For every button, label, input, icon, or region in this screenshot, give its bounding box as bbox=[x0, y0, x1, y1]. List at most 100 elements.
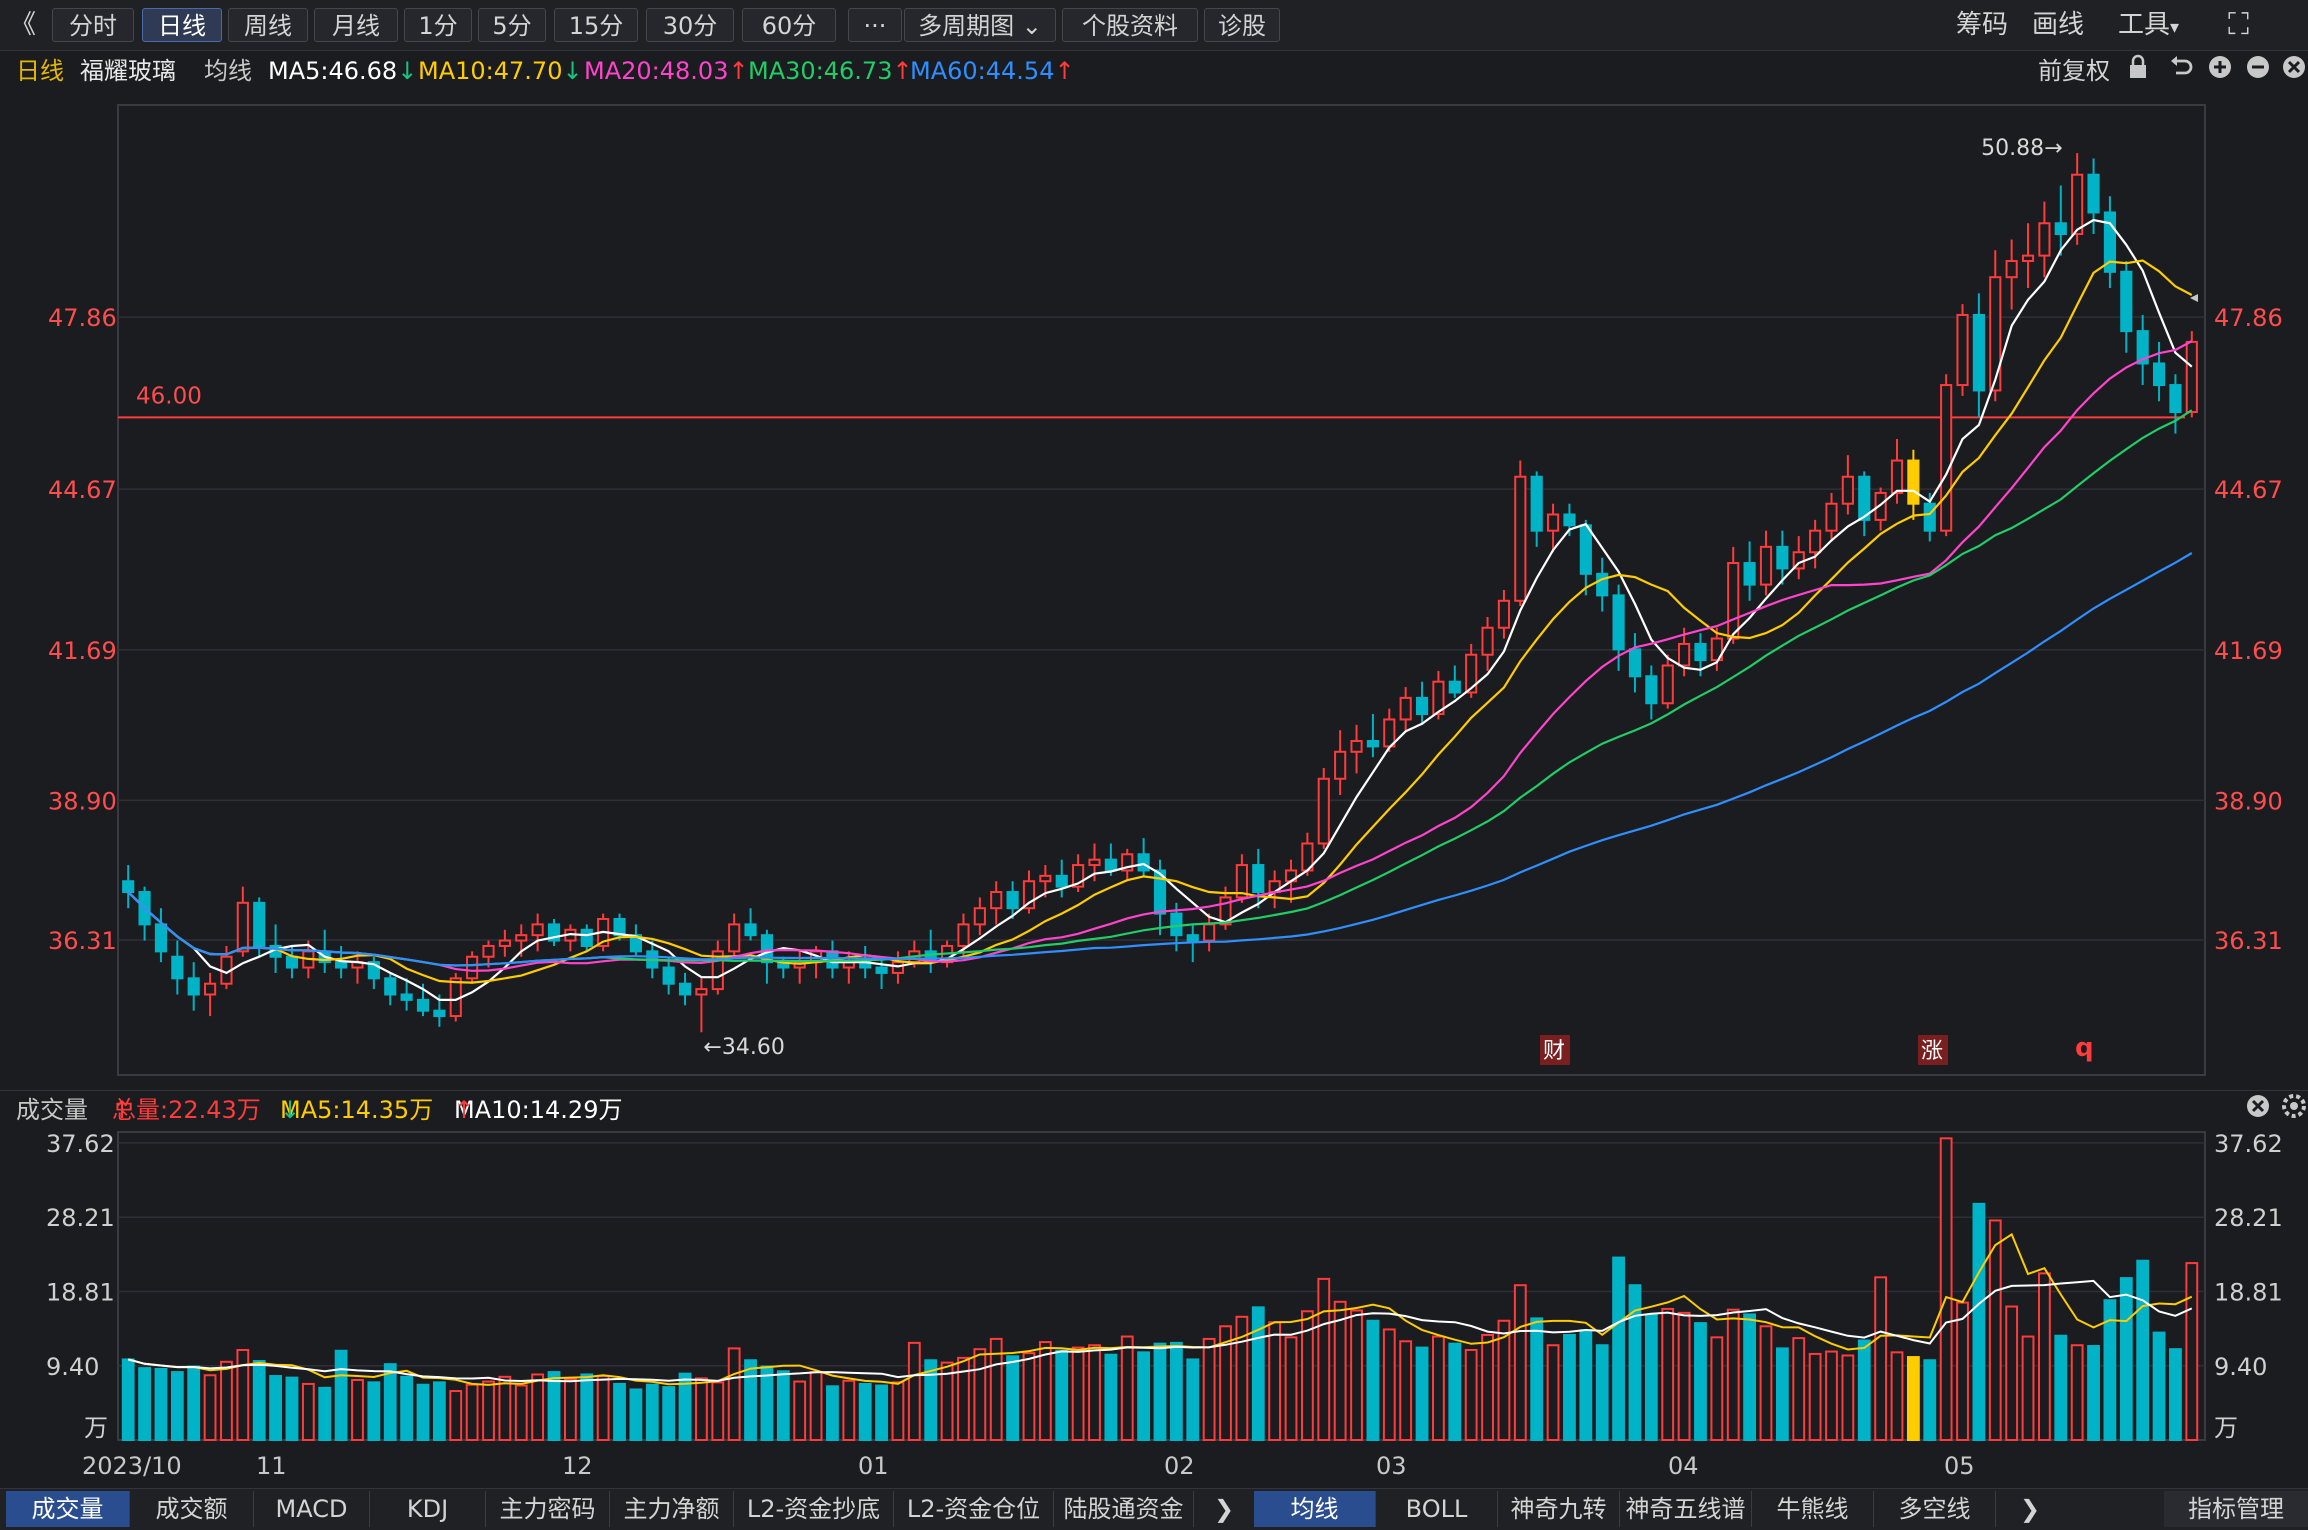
period-button[interactable]: 月线 bbox=[314, 8, 398, 42]
period-button[interactable]: 周线 bbox=[228, 8, 308, 42]
volume-bar bbox=[1006, 1355, 1020, 1442]
event-marker-bg[interactable] bbox=[1540, 1035, 1570, 1065]
ma-title[interactable]: 均线 bbox=[204, 57, 252, 85]
indicator-manage-button[interactable]: 指标管理 bbox=[2164, 1491, 2308, 1527]
candle-body bbox=[744, 923, 757, 937]
indicator-tab[interactable]: KDJ bbox=[370, 1491, 486, 1527]
lock-icon[interactable] bbox=[2126, 52, 2150, 93]
candle-body bbox=[335, 961, 348, 969]
period-button[interactable]: 30分 bbox=[646, 8, 734, 42]
volume-bar bbox=[154, 1367, 168, 1441]
overlay-tab[interactable]: 多空线 bbox=[1874, 1491, 1996, 1527]
period-button[interactable]: 15分 bbox=[554, 8, 638, 42]
zoom-in-icon[interactable] bbox=[2206, 52, 2234, 93]
indicator-tab[interactable]: 主力净额 bbox=[610, 1491, 734, 1527]
candle-body bbox=[1497, 599, 1511, 629]
volume-bar bbox=[514, 1384, 528, 1441]
volume-chart[interactable]: 37.62 37.62 28.21 28.21 18.81 18.81 9.40 9.40 万 万 bbox=[0, 1128, 2308, 1448]
overlay-tab[interactable]: 神奇九转 bbox=[1498, 1491, 1620, 1527]
period-button[interactable]: 60分 bbox=[742, 8, 836, 42]
candle-body bbox=[1759, 545, 1773, 586]
indicator-tab[interactable]: 陆股通资金 bbox=[1054, 1491, 1194, 1527]
candle-body bbox=[2185, 340, 2198, 414]
close-icon[interactable] bbox=[2280, 52, 2308, 93]
indicator-tab[interactable]: 成交量 bbox=[6, 1491, 130, 1527]
candle-body bbox=[1137, 853, 1150, 872]
adjust-mode[interactable]: 前复权 bbox=[2038, 57, 2110, 85]
candle-body bbox=[1252, 864, 1265, 894]
candle-body bbox=[1579, 524, 1592, 575]
draw-button[interactable]: 画线 bbox=[2032, 10, 2085, 40]
indicator-tab[interactable]: L2-资金仓位 bbox=[894, 1491, 1054, 1527]
candle-body bbox=[1203, 923, 1216, 942]
indicator-tab[interactable]: 成交额 bbox=[130, 1491, 254, 1527]
candle-body bbox=[122, 880, 135, 894]
candle-body bbox=[1809, 529, 1822, 554]
multi-period-button[interactable]: 多周期图 ⌄ bbox=[904, 8, 1056, 42]
candle-body bbox=[1858, 475, 1871, 521]
undo-icon[interactable] bbox=[2168, 52, 2194, 93]
volume-bar bbox=[1923, 1359, 1937, 1441]
candle-body bbox=[253, 901, 266, 947]
volume-bar bbox=[1251, 1306, 1265, 1441]
ma-legend-label: MA10:47.70 bbox=[418, 57, 563, 85]
volume-bar bbox=[1513, 1284, 1527, 1441]
volume-ma10-value: MA10:14.29万 bbox=[454, 1096, 623, 1124]
candle-body bbox=[1841, 475, 1854, 505]
indicator-tab[interactable]: 主力密码 bbox=[486, 1491, 610, 1527]
candle-body bbox=[547, 923, 561, 942]
volume-bar bbox=[1071, 1346, 1085, 1442]
candle-body bbox=[891, 961, 905, 974]
date-tick: 01 bbox=[858, 1452, 889, 1480]
overlay-tab[interactable]: 牛熊线 bbox=[1752, 1491, 1874, 1527]
candle-body bbox=[154, 923, 168, 953]
stock-profile-button[interactable]: 个股资料 bbox=[1062, 8, 1198, 42]
fullscreen-icon[interactable]: ⛶ bbox=[2228, 7, 2249, 42]
period-button[interactable]: 1分 bbox=[404, 8, 472, 42]
candle-body bbox=[957, 923, 970, 947]
candle-body bbox=[482, 944, 495, 958]
event-marker[interactable]: q bbox=[2075, 1033, 2094, 1063]
low-price-label: ←34.60 bbox=[703, 1035, 784, 1060]
overlay-tab[interactable]: 均线 bbox=[1254, 1491, 1376, 1527]
event-marker-bg[interactable] bbox=[1918, 1035, 1948, 1065]
volume-bar bbox=[318, 1386, 332, 1441]
indicator-tab[interactable]: L2-资金抄底 bbox=[734, 1491, 894, 1527]
candle-body bbox=[580, 928, 593, 947]
volume-bar bbox=[760, 1365, 774, 1441]
volume-bar bbox=[1415, 1346, 1429, 1442]
ma-legend-item: MA5:46.68↓ bbox=[268, 52, 417, 90]
tabs-left-scroll-icon[interactable]: ❯ bbox=[1213, 1495, 1235, 1523]
period-button[interactable]: 日线 bbox=[142, 8, 222, 42]
event-marker[interactable]: 涨 bbox=[1921, 1039, 1943, 1064]
more-periods-button[interactable]: ··· bbox=[848, 8, 902, 42]
tabs-right-scroll-icon[interactable]: ❯ bbox=[2019, 1495, 2041, 1523]
date-tick: 03 bbox=[1376, 1452, 1407, 1480]
period-button[interactable]: 5分 bbox=[478, 8, 546, 42]
candle-body bbox=[1710, 637, 1723, 662]
collapse-icon[interactable]: 《 bbox=[10, 10, 37, 40]
volume-bar bbox=[1120, 1335, 1134, 1442]
zoom-out-icon[interactable] bbox=[2244, 52, 2272, 93]
volume-close-icon[interactable] bbox=[2244, 1091, 2272, 1132]
candle-body bbox=[1956, 313, 1969, 387]
volume-settings-icon[interactable] bbox=[2280, 1091, 2308, 1132]
overlay-tab[interactable]: BOLL bbox=[1376, 1491, 1498, 1527]
volume-ma-line bbox=[127, 1232, 2193, 1386]
price-chart[interactable]: 47.86 47.86 44.67 44.67 41.69 41.69 38.90 38.90… bbox=[0, 90, 2308, 1090]
overlay-tab[interactable]: 神奇五线谱 bbox=[1620, 1491, 1752, 1527]
diagnose-button[interactable]: 诊股 bbox=[1204, 8, 1280, 42]
candle-body bbox=[1432, 680, 1445, 716]
ma-legend-item: MA60:44.54↑ bbox=[910, 52, 1075, 90]
candle-body bbox=[662, 966, 675, 985]
tools-button[interactable]: 工具▾ bbox=[2118, 8, 2179, 42]
indicator-tab[interactable]: MACD bbox=[254, 1491, 370, 1527]
volume-tick-right: 9.40 bbox=[2214, 1353, 2267, 1381]
volume-bar bbox=[2119, 1277, 2133, 1441]
volume-bar bbox=[1202, 1337, 1216, 1442]
period-button[interactable]: 分时 bbox=[52, 8, 134, 42]
volume-tick-left: 37.62 bbox=[46, 1130, 115, 1158]
volume-bar bbox=[1644, 1314, 1658, 1442]
chips-button[interactable]: 筹码 bbox=[1956, 10, 2009, 40]
event-marker[interactable]: 财 bbox=[1543, 1039, 1565, 1064]
